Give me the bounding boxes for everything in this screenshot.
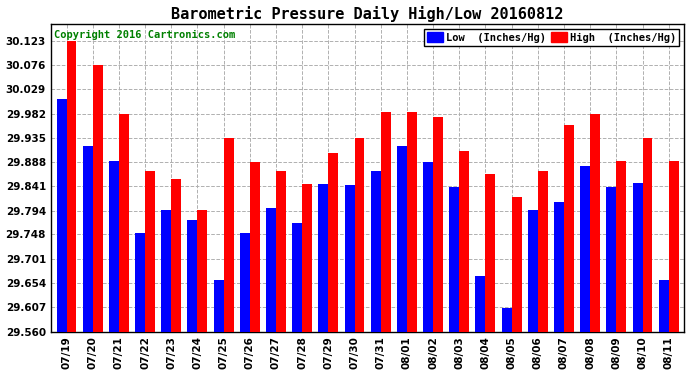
Bar	[135, 233, 145, 332]
Bar	[83, 146, 92, 332]
Bar	[564, 125, 574, 332]
Legend: Low  (Inches/Hg), High  (Inches/Hg): Low (Inches/Hg), High (Inches/Hg)	[424, 29, 679, 46]
Bar	[250, 162, 259, 332]
Bar	[475, 276, 486, 332]
Bar	[188, 220, 197, 332]
Bar	[145, 171, 155, 332]
Bar	[171, 179, 181, 332]
Bar	[659, 280, 669, 332]
Bar	[511, 197, 522, 332]
Bar	[642, 138, 653, 332]
Bar	[449, 187, 460, 332]
Bar	[276, 171, 286, 332]
Bar	[355, 138, 364, 332]
Bar	[119, 114, 129, 332]
Bar	[266, 207, 276, 332]
Bar	[590, 114, 600, 332]
Bar	[92, 65, 103, 332]
Bar	[528, 210, 538, 332]
Bar	[161, 210, 171, 332]
Bar	[423, 162, 433, 332]
Bar	[371, 171, 381, 332]
Bar	[66, 40, 77, 332]
Bar	[486, 174, 495, 332]
Bar	[328, 153, 338, 332]
Bar	[616, 161, 627, 332]
Bar	[381, 112, 391, 332]
Bar	[460, 151, 469, 332]
Bar	[554, 202, 564, 332]
Bar	[197, 210, 208, 332]
Bar	[224, 138, 233, 332]
Bar	[502, 308, 511, 332]
Bar	[669, 161, 679, 332]
Bar	[344, 185, 355, 332]
Bar	[397, 146, 407, 332]
Bar	[240, 233, 250, 332]
Bar	[214, 280, 224, 332]
Bar	[633, 183, 642, 332]
Title: Barometric Pressure Daily High/Low 20160812: Barometric Pressure Daily High/Low 20160…	[171, 6, 564, 21]
Bar	[538, 171, 548, 332]
Text: Copyright 2016 Cartronics.com: Copyright 2016 Cartronics.com	[54, 30, 235, 40]
Bar	[292, 223, 302, 332]
Bar	[318, 184, 328, 332]
Bar	[433, 117, 443, 332]
Bar	[607, 187, 616, 332]
Bar	[407, 112, 417, 332]
Bar	[580, 166, 590, 332]
Bar	[57, 99, 66, 332]
Bar	[109, 161, 119, 332]
Bar	[302, 184, 312, 332]
